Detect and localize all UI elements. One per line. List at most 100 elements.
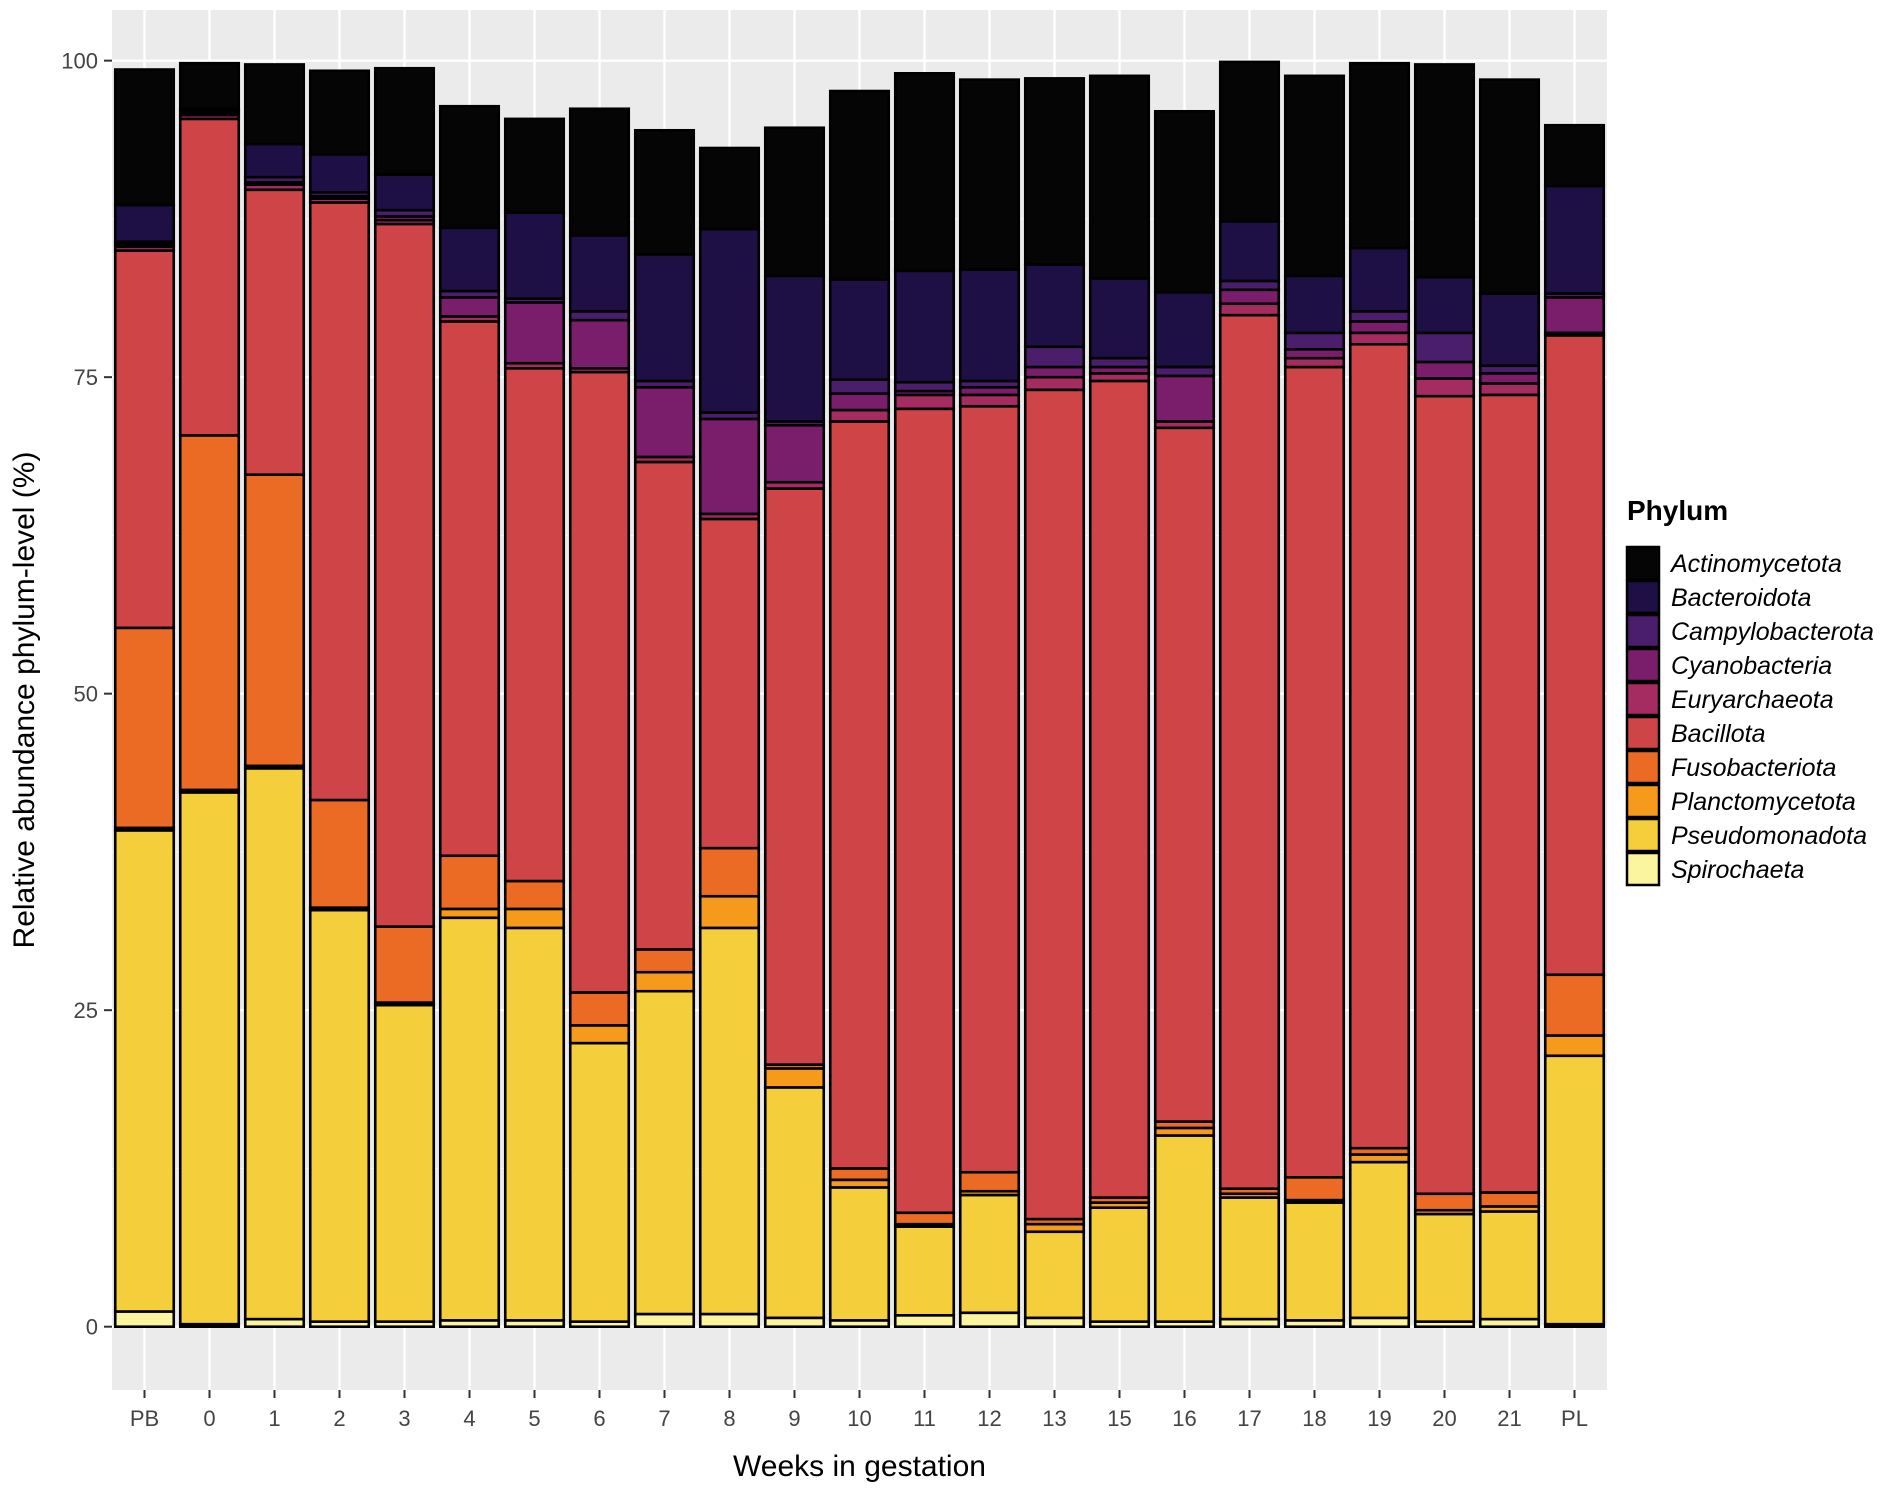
y-axis-title: Relative abundance phylum-level (%)	[8, 452, 41, 949]
bar-segment	[1413, 275, 1476, 335]
bar-segment	[958, 268, 1021, 383]
bar-segment	[243, 767, 306, 1321]
bar-segment	[438, 916, 501, 1322]
x-axis-title: Weeks in gestation	[733, 1450, 986, 1483]
bar-segment	[698, 846, 761, 898]
bar-segment	[1218, 60, 1281, 223]
bar-segment	[1348, 1316, 1411, 1328]
bar-segment	[178, 434, 241, 792]
bar-segment	[828, 89, 891, 281]
bar-segment	[1088, 356, 1151, 369]
bar-segment	[958, 393, 1021, 408]
legend-label: Planctomycetota	[1671, 788, 1856, 816]
bar-segment	[1023, 1316, 1086, 1328]
x-tick-label: 20	[1432, 1406, 1456, 1431]
legend-label: Fusobacteriota	[1671, 754, 1836, 782]
bar-stack	[503, 117, 566, 1328]
legend-label: Bacillota	[1671, 720, 1766, 748]
x-tick-label: 6	[593, 1406, 605, 1431]
bar-segment	[1283, 74, 1346, 278]
x-axis: PB 0 1 2 3 4 5 6 7 8 9 10 11 12 13 15 16 17 18 19 20 21 PL	[130, 1390, 1588, 1431]
bar-segment	[1543, 334, 1606, 977]
bar-segment	[633, 253, 696, 383]
bar-segment	[633, 989, 696, 1316]
bar-stack	[308, 69, 371, 1328]
bar-segment	[828, 420, 891, 1170]
bar-segment	[698, 517, 761, 850]
legend-label: Actinomycetota	[1669, 550, 1842, 578]
legend-swatch	[1625, 817, 1661, 853]
bar-segment	[763, 1067, 826, 1089]
bar-stack	[373, 66, 436, 1328]
x-tick-label: 21	[1497, 1406, 1521, 1431]
bar-segment	[1348, 1160, 1411, 1320]
x-tick-label: 3	[398, 1406, 410, 1431]
bars	[113, 60, 1606, 1328]
bar-segment	[373, 1003, 436, 1323]
bar-segment	[1413, 63, 1476, 279]
y-axis: 0 25 50 75 100	[61, 49, 112, 1340]
x-tick-label: 2	[333, 1406, 345, 1431]
bar-stack	[633, 128, 696, 1328]
bar-segment	[1543, 973, 1606, 1037]
bar-segment	[893, 380, 956, 393]
bar-segment	[1543, 184, 1606, 295]
x-tick-label: 10	[847, 1406, 871, 1431]
bar-segment	[308, 69, 371, 156]
bar-segment	[308, 908, 371, 1323]
bar-segment	[373, 66, 436, 176]
bar-stack	[893, 72, 956, 1328]
bar-segment	[373, 222, 436, 928]
bar-segment	[763, 1316, 826, 1328]
bar-segment	[698, 894, 761, 930]
y-tick-label: 0	[86, 1315, 98, 1340]
bar-segment	[308, 798, 371, 909]
bar-segment	[113, 1310, 176, 1328]
bar-segment	[633, 385, 696, 459]
bar-segment	[958, 78, 1021, 271]
bar-segment	[633, 460, 696, 951]
x-tick-label: 8	[723, 1406, 735, 1431]
bar-stack	[763, 126, 826, 1328]
legend-label: Euryarchaeota	[1671, 686, 1834, 714]
y-tick-label: 50	[74, 682, 98, 707]
bar-segment	[763, 274, 826, 423]
bar-segment	[1218, 313, 1281, 1190]
bar-segment	[1153, 374, 1216, 423]
bar-segment	[308, 153, 371, 194]
bar-segment	[1153, 291, 1216, 369]
bar-stack	[178, 61, 241, 1328]
bar-segment	[243, 142, 306, 179]
bar-segment	[243, 188, 306, 476]
bar-stack	[1153, 109, 1216, 1328]
bar-segment	[1478, 1191, 1541, 1208]
bar-segment	[1218, 279, 1281, 292]
bar-segment	[893, 1211, 956, 1226]
bar-segment	[828, 1167, 891, 1182]
bar-segment	[698, 227, 761, 414]
bar-segment	[1283, 274, 1346, 335]
bar-segment	[1023, 345, 1086, 369]
bar-segment	[633, 1312, 696, 1328]
bar-segment	[1348, 320, 1411, 335]
legend-swatch	[1625, 783, 1661, 819]
bar-segment	[243, 63, 306, 146]
y-tick-label: 25	[74, 998, 98, 1023]
bar-segment	[503, 366, 566, 883]
bar-segment	[1283, 348, 1346, 360]
bar-stack	[828, 89, 891, 1328]
bar-segment	[568, 1024, 631, 1045]
bar-segment	[1153, 1134, 1216, 1323]
bar-segment	[1348, 342, 1411, 1150]
bar-segment	[1348, 310, 1411, 323]
bar-segment	[1088, 277, 1151, 360]
bar-stack	[438, 104, 501, 1328]
bar-stack	[1348, 61, 1411, 1328]
bar-segment	[1218, 302, 1281, 317]
bar-segment	[1413, 377, 1476, 398]
x-tick-label: 13	[1042, 1406, 1066, 1431]
bar-segment	[438, 296, 501, 318]
bar-stack	[1478, 78, 1541, 1328]
legend: Phylum Actinomycetota Bacteroidota Campylo…	[1625, 495, 1874, 887]
